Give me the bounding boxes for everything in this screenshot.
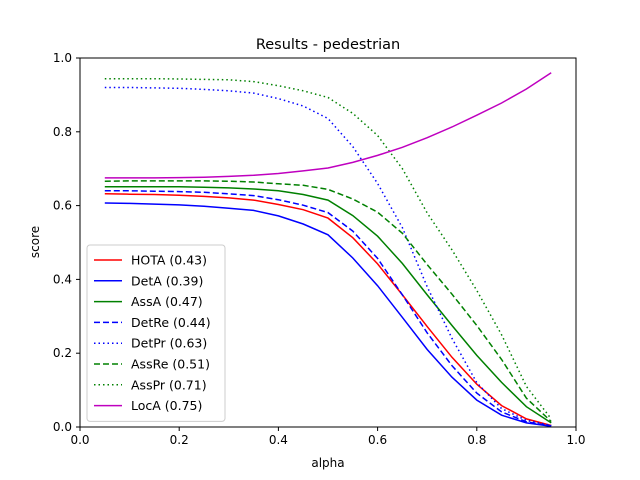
y-tick-label: 0.0 (53, 420, 72, 434)
legend-label-7: LocA (0.75) (131, 398, 202, 413)
y-tick-label: 0.2 (53, 346, 72, 360)
y-tick-label: 0.6 (53, 199, 72, 213)
legend-label-4: DetPr (0.63) (131, 336, 207, 351)
plot-frame (79, 57, 577, 428)
x-tick-label: 0.8 (467, 433, 486, 447)
axes-layer: 0.0 0.2 0.4 0.6 0.8 1.0 0.0 0.2 0.4 0.6 0.8 1.0 (53, 51, 586, 447)
y-tick-label: 0.8 (53, 125, 72, 139)
series-line-1 (104, 202, 552, 428)
series-line-7 (104, 72, 552, 179)
x-tick-label: 0.4 (269, 433, 288, 447)
legend: HOTA (0.43) DetA (0.39) AssA (0.47) DetRe (… (86, 244, 226, 422)
x-axis-title: alpha (311, 456, 344, 470)
chart-title: Results - pedestrian (256, 37, 400, 53)
x-tick-label: 0.0 (70, 433, 89, 447)
legend-label-2: AssA (0.47) (131, 294, 203, 309)
y-tick-label: 0.4 (53, 272, 72, 286)
series-line-3 (104, 190, 552, 427)
legend-label-1: DetA (0.39) (131, 273, 203, 288)
legend-label-5: AssRe (0.51) (131, 357, 210, 372)
series-layer (104, 72, 552, 428)
series-line-6 (104, 77, 552, 420)
series-line-5 (104, 180, 552, 423)
series-line-0 (104, 193, 552, 427)
x-tick-label: 0.6 (368, 433, 387, 447)
series-line-2 (104, 186, 552, 424)
x-tick-label: 1.0 (566, 433, 585, 447)
y-tick-label: 1.0 (53, 51, 72, 65)
legend-box (86, 244, 226, 422)
legend-label-0: HOTA (0.43) (131, 253, 207, 268)
legend-label-6: AssPr (0.71) (131, 377, 207, 392)
legend-label-3: DetRe (0.44) (131, 315, 211, 330)
y-axis-title: score (28, 226, 42, 258)
x-tick-label: 0.2 (170, 433, 189, 447)
